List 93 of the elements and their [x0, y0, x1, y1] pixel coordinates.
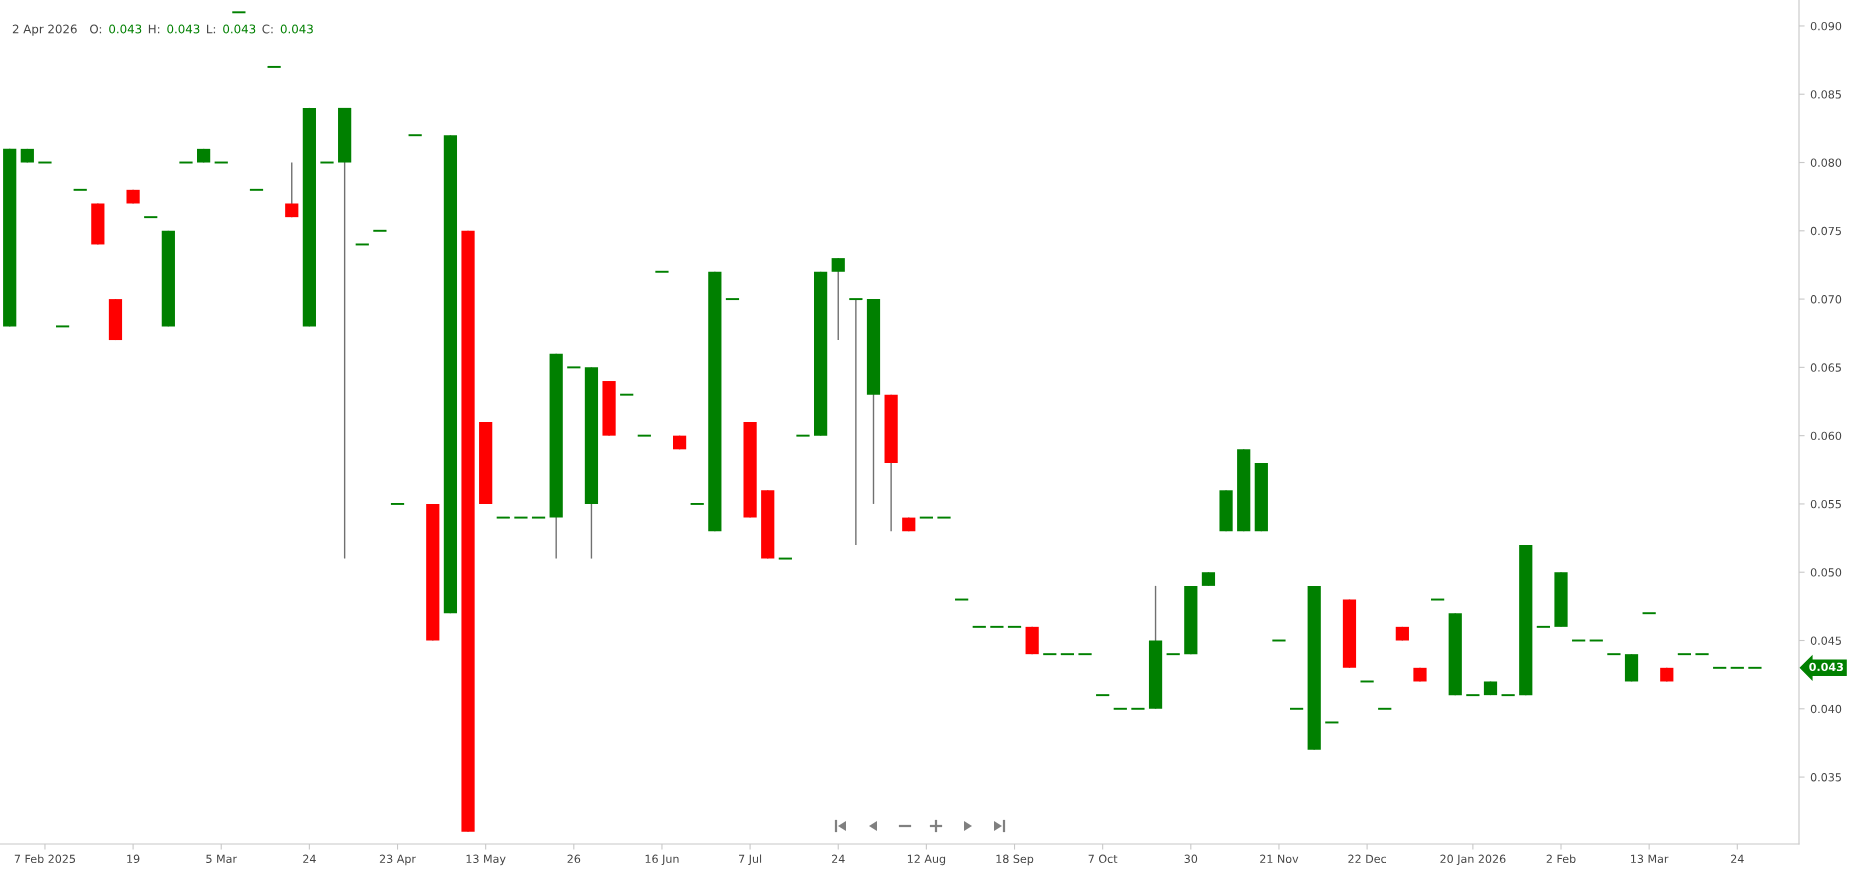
candlestick [795, 434, 811, 437]
annotation: O: [90, 24, 102, 34]
candlestick [777, 557, 793, 560]
candlestick [1324, 721, 1340, 724]
annotation: 0.043 [167, 24, 200, 34]
candlestick [566, 366, 582, 369]
candlestick [513, 516, 529, 519]
candlestick [1747, 666, 1763, 669]
text: 0.043 [1809, 662, 1843, 672]
candlestick [1165, 653, 1181, 656]
y-tick-label: 0.060 [1810, 431, 1842, 441]
y-tick-label: 0.050 [1810, 568, 1842, 577]
x-tick-label: 7 Jul [739, 854, 762, 866]
candlestick [248, 188, 265, 191]
x-tick-label: 22 Dec [1348, 854, 1386, 864]
candlestick [936, 516, 952, 519]
candlestick [989, 625, 1005, 628]
x-tick-label: 24 [303, 854, 316, 863]
x-tick-label: 16 Jun [645, 854, 679, 866]
x-tick-label: 18 Sep [996, 854, 1034, 866]
x-tick-label: 12 Aug [907, 854, 946, 866]
y-tick-label: 0.085 [1810, 90, 1841, 99]
x-tick-label: 20 Jan 2026 [1440, 854, 1506, 866]
y-tick-label: 0.090 [1810, 21, 1842, 31]
candlestick [954, 598, 970, 601]
candlestick [1077, 653, 1093, 656]
candlestick [1500, 694, 1516, 697]
candlestick [636, 434, 652, 437]
x-tick-label: 23 Apr [379, 854, 416, 866]
candlestick [1042, 653, 1058, 656]
candlestick [1535, 625, 1551, 628]
candlestick [918, 516, 934, 519]
x-tick-label: 26 [567, 854, 581, 864]
candlestick [1006, 625, 1023, 628]
candlestick [1095, 694, 1111, 697]
candlestick [55, 325, 71, 328]
x-tick-label: 5 Mar [206, 854, 238, 864]
annotation: L: [207, 24, 216, 34]
candlestick [1641, 612, 1657, 615]
text: 2 Apr 2026 [12, 24, 77, 36]
x-tick-label: 7 Oct [1088, 854, 1118, 864]
candlestick [1430, 598, 1446, 601]
x-tick-label: 13 Mar [1631, 854, 1669, 864]
x-tick-label: 19 [127, 854, 140, 864]
candlestick [1112, 707, 1128, 710]
annotation: H: [148, 24, 160, 34]
candlestick [689, 502, 705, 505]
candlestick [354, 243, 370, 246]
y-tick-label: 0.070 [1810, 295, 1842, 304]
candlestick [1606, 653, 1622, 656]
candlestick [1465, 694, 1481, 697]
candlestick [1676, 653, 1692, 656]
x-tick-label: 24 [1731, 854, 1744, 863]
candlestick [971, 625, 987, 628]
candlestick [407, 134, 423, 137]
y-tick-label: 0.065 [1810, 363, 1841, 372]
candlestick [143, 216, 159, 219]
candlestick [1712, 666, 1728, 669]
x-tick-label: 21 Nov [1260, 854, 1299, 864]
annotation: 0.043 [109, 24, 142, 34]
y-tick-label: 0.055 [1810, 499, 1841, 509]
candlestick [231, 11, 247, 14]
candlestick [1729, 666, 1745, 669]
x-tick-label: 2 Feb [1546, 854, 1576, 864]
x-tick-label: 13 May [466, 854, 506, 866]
candlestick [72, 188, 88, 191]
x-tick-label: 30 [1184, 854, 1198, 864]
candlestick [1377, 707, 1393, 710]
candlestick [495, 516, 511, 519]
candlestick [848, 298, 864, 546]
y-tick-label: 0.045 [1810, 636, 1841, 645]
annotation: C: [262, 24, 273, 34]
candlestick [389, 502, 406, 505]
candlestick [654, 270, 670, 273]
candlestick [831, 257, 845, 341]
candlestick [619, 393, 635, 396]
candlestick [285, 161, 299, 218]
annotation: 0.043 [223, 24, 256, 34]
y-tick-label: 0.080 [1810, 158, 1842, 167]
annotation: 0.043 [280, 24, 313, 34]
candlestick [1130, 707, 1146, 710]
candlestick [1289, 707, 1305, 710]
y-tick-label: 0.075 [1810, 226, 1841, 236]
x-tick-label: 24 [831, 854, 845, 863]
candlestick [530, 516, 547, 519]
y-tick-label: 0.035 [1810, 773, 1841, 782]
candlestick [266, 65, 282, 68]
candlestick [724, 298, 741, 301]
y-tick-label: 0.040 [1810, 704, 1842, 714]
x-tick-label: 7 Feb 2025 [14, 854, 76, 864]
candlestick [1059, 653, 1075, 656]
candlestick [372, 229, 388, 232]
candlestick [1694, 653, 1710, 656]
